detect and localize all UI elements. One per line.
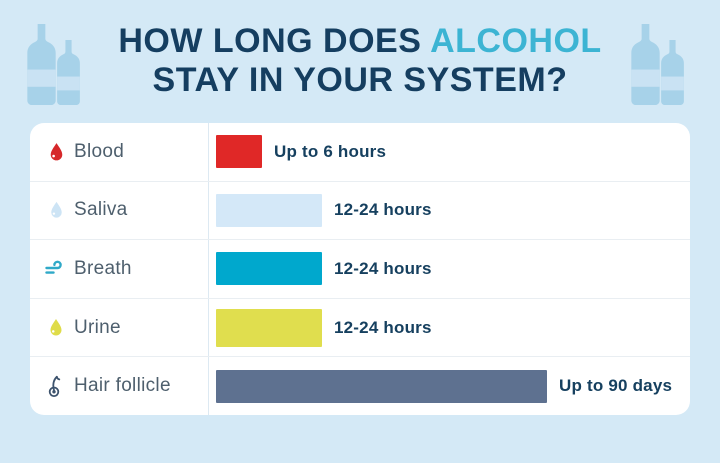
wine-bottle-icon	[661, 40, 684, 105]
hair-follicle-icon	[43, 373, 69, 399]
table-row-breath: Breath 12-24 hours	[30, 239, 690, 298]
duration-bar	[216, 369, 547, 403]
table-row-blood: Blood Up to 6 hours	[30, 123, 690, 181]
title-line1-highlight: ALCOHOL	[430, 22, 602, 60]
row-label: Blood	[74, 140, 125, 162]
urine-drop-icon	[43, 315, 69, 341]
row-label: Urine	[74, 316, 121, 338]
bar-cell: 12-24 hours	[208, 299, 690, 357]
duration-label: Up to 6 hours	[274, 141, 387, 161]
wine-bottle-icon	[27, 24, 56, 105]
breath-wind-icon	[43, 256, 69, 282]
label-cell: Breath	[30, 240, 208, 298]
duration-label: Up to 90 days	[559, 376, 673, 396]
duration-table-card: Blood Up to 6 hours Saliva 12-24 hours	[30, 123, 690, 415]
duration-label: 12-24 hours	[334, 200, 432, 220]
bar-cell: Up to 90 days	[208, 357, 690, 415]
duration-bar	[216, 252, 322, 286]
table-row-urine: Urine 12-24 hours	[30, 297, 690, 357]
wine-bottle-icon	[631, 24, 660, 105]
row-label: Breath	[74, 257, 132, 279]
row-label: Hair follicle	[74, 375, 171, 397]
label-cell: Saliva	[30, 182, 208, 240]
column-divider	[208, 123, 209, 415]
duration-bar	[216, 308, 322, 347]
bar-cell: 12-24 hours	[208, 240, 690, 298]
blood-drop-icon	[43, 139, 69, 165]
duration-bar	[216, 135, 262, 169]
label-cell: Urine	[30, 299, 208, 357]
row-label: Saliva	[74, 199, 128, 221]
saliva-drop-icon	[43, 197, 69, 223]
duration-label: 12-24 hours	[334, 258, 432, 278]
bottles-decoration-left	[27, 24, 109, 105]
duration-label: 12-24 hours	[334, 317, 432, 337]
bottles-decoration-right	[631, 24, 713, 105]
table-row-saliva: Saliva 12-24 hours	[30, 180, 690, 240]
wine-bottle-icon	[57, 40, 80, 105]
bar-cell: Up to 6 hours	[208, 123, 690, 181]
label-cell: Blood	[30, 123, 208, 181]
title-line1-prefix: HOW LONG DOES	[118, 22, 422, 60]
bar-cell: 12-24 hours	[208, 182, 690, 240]
table-row-hair-follicle: Hair follicle Up to 90 days	[30, 356, 690, 415]
label-cell: Hair follicle	[30, 357, 208, 415]
title-line2: STAY IN YOUR SYSTEM?	[152, 61, 568, 99]
page-title: HOW LONG DOES ALCOHOL STAY IN YOUR SYSTEM…	[0, 0, 720, 100]
duration-bar	[216, 193, 322, 227]
